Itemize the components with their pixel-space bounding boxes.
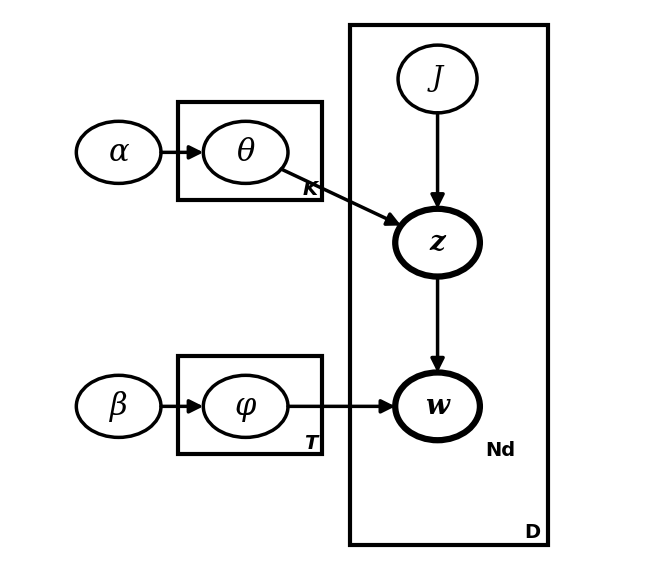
Ellipse shape [395,372,480,440]
Text: w: w [426,393,449,420]
Ellipse shape [203,121,288,184]
Text: K: K [302,180,317,199]
Text: z: z [430,229,445,256]
Ellipse shape [395,209,480,276]
Text: β: β [110,391,128,422]
Bar [350,25,548,545]
Bar [178,356,322,454]
Text: J: J [432,66,443,92]
Text: D: D [525,523,541,542]
Bar [364,178,519,463]
Text: Nd: Nd [485,441,515,460]
Text: T: T [304,434,317,453]
Text: θ: θ [236,137,255,168]
Ellipse shape [203,375,288,437]
Ellipse shape [77,121,161,184]
Bar [178,101,322,200]
Text: α: α [108,137,129,168]
Ellipse shape [77,375,161,437]
Text: φ: φ [235,391,256,422]
Ellipse shape [398,45,477,113]
